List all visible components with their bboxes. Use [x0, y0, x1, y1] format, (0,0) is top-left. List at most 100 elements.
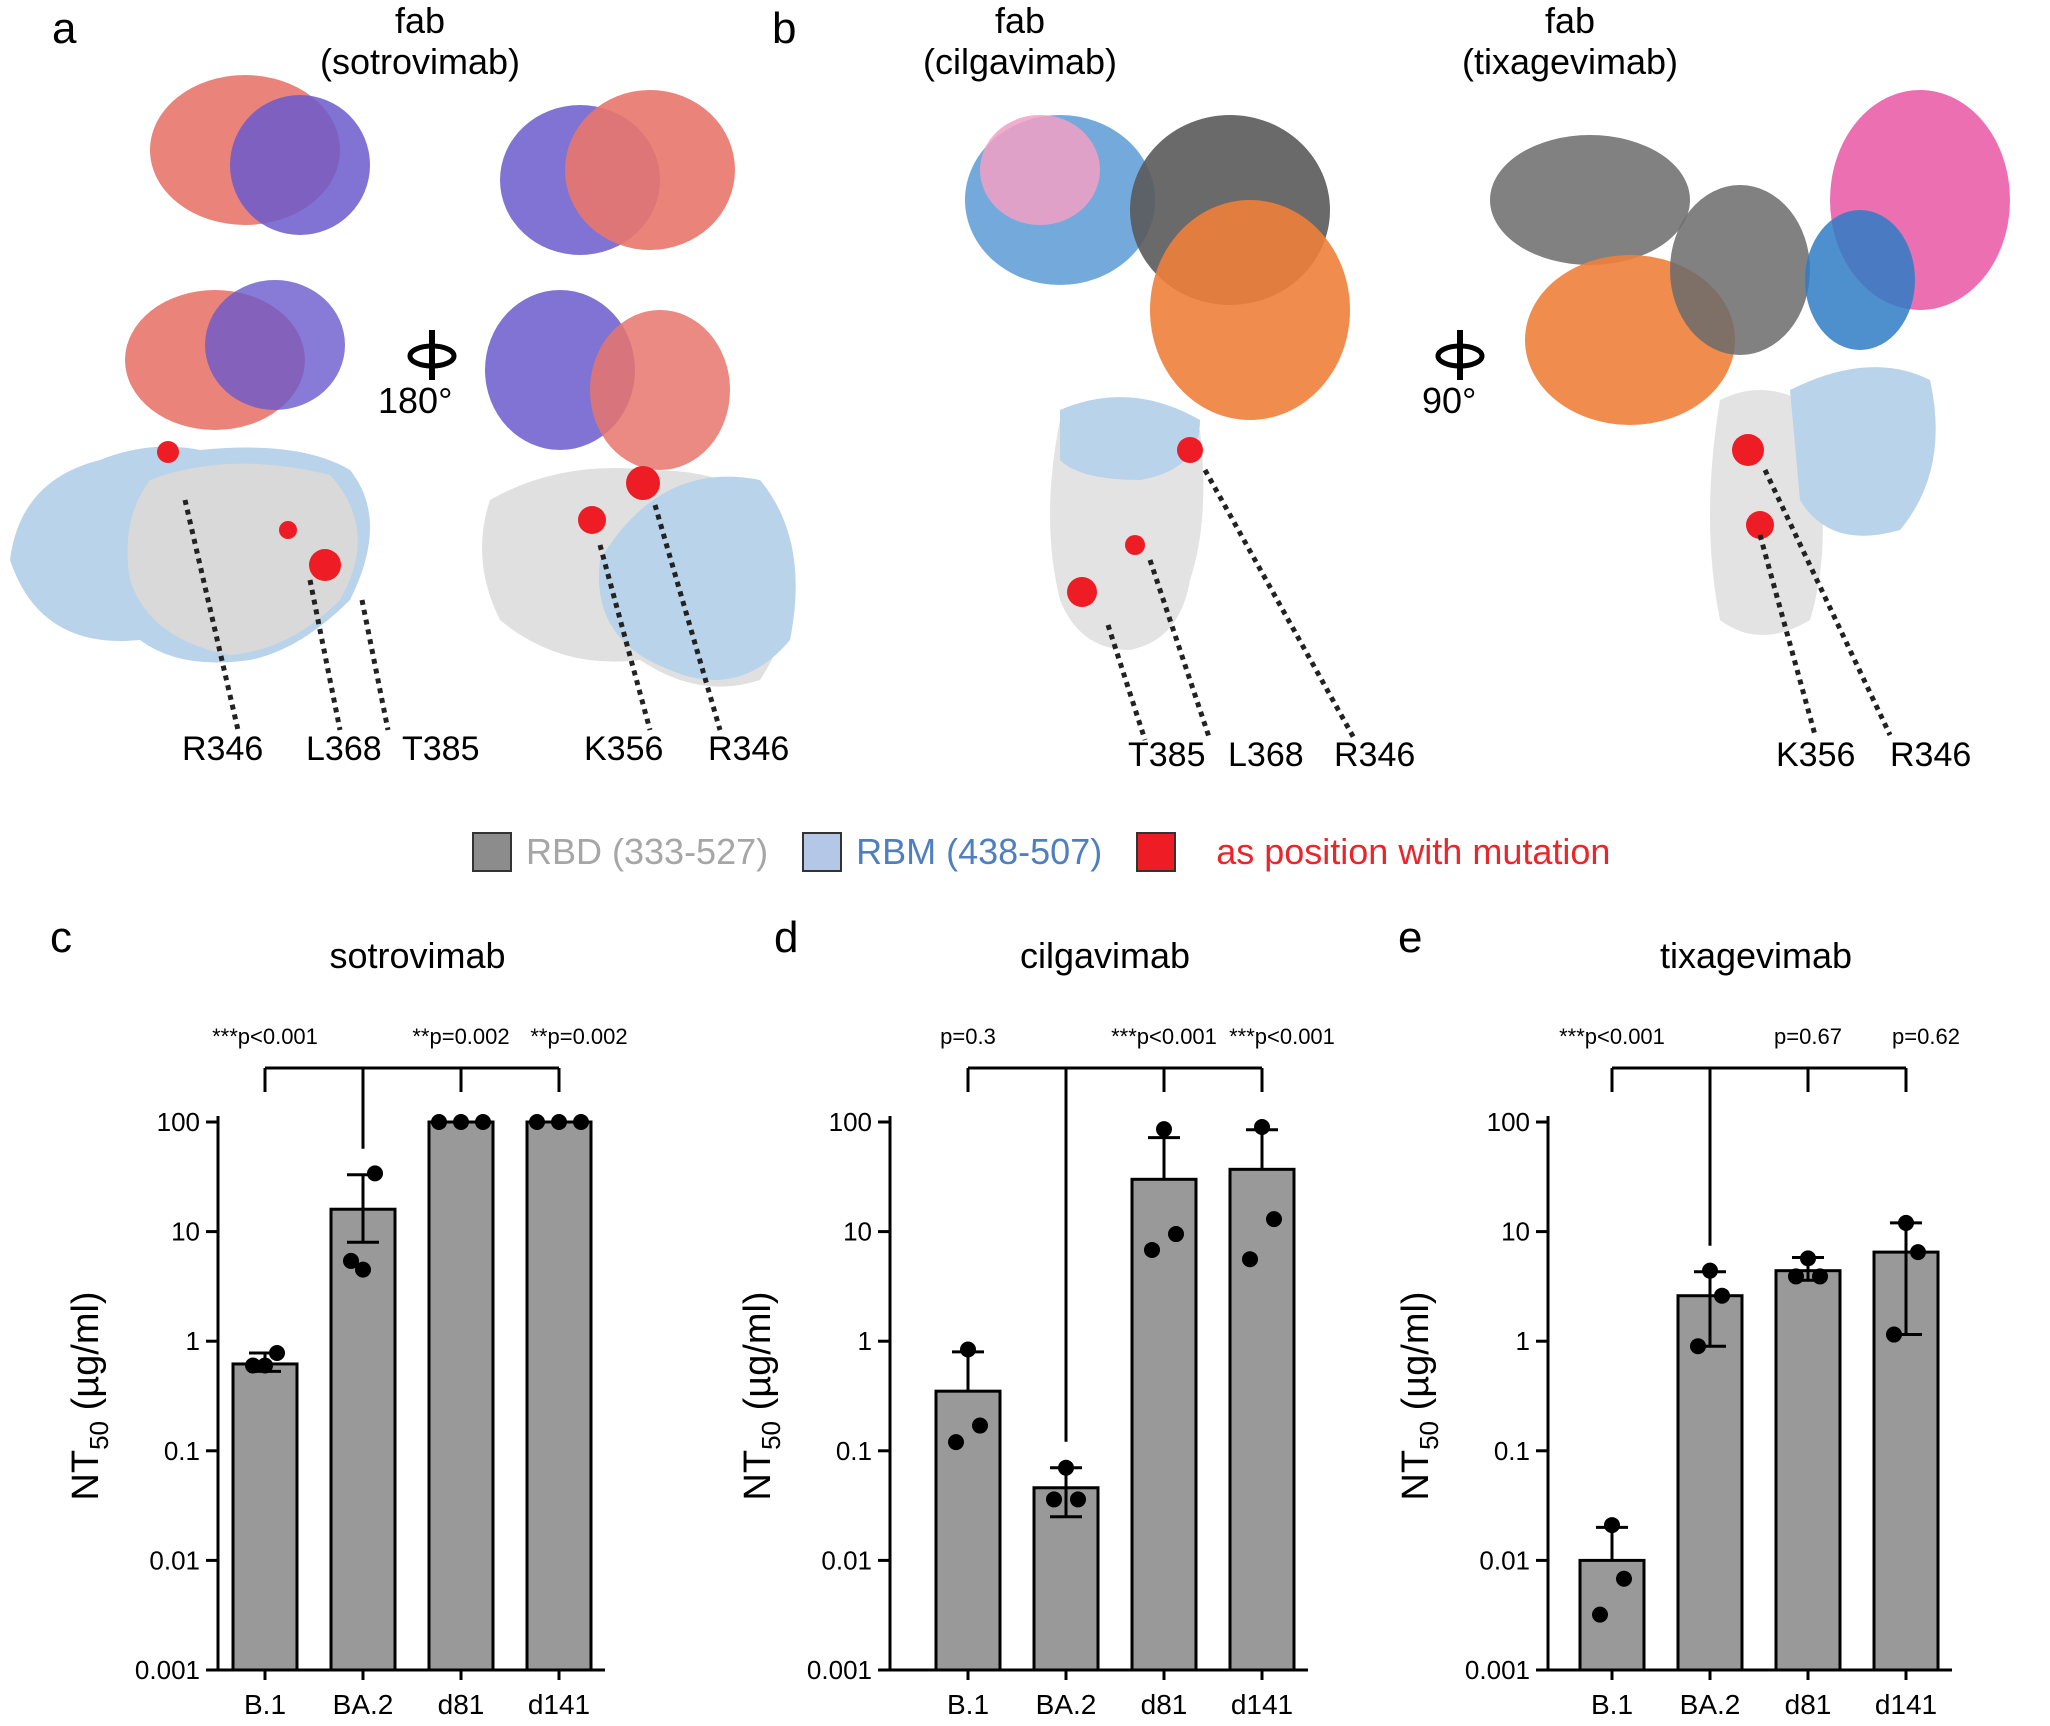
x-tick-label: d141: [528, 1689, 590, 1720]
legend-label: RBD (333-527): [526, 831, 769, 872]
legend-swatch: [802, 832, 843, 872]
x-tick-label: B.1: [1591, 1689, 1633, 1720]
x-tick-label: d81: [438, 1689, 485, 1720]
y-tick-label: 0.1: [1494, 1436, 1530, 1466]
residue-label: K356: [1776, 736, 1856, 774]
data-point: [1800, 1250, 1816, 1267]
x-tick-label: d141: [1875, 1689, 1937, 1720]
y-tick-label: 0.001: [1465, 1655, 1530, 1685]
residue-label: T385: [402, 730, 480, 768]
y-tick-label: 0.01: [821, 1545, 872, 1575]
fab-heavy-chain: [1150, 200, 1350, 420]
residue-label: R346: [182, 730, 264, 768]
x-tick-label: d81: [1141, 1689, 1188, 1720]
mutation-site: [309, 549, 341, 581]
data-point: [529, 1114, 545, 1130]
antibody-label: (tixagevimab): [1461, 41, 1679, 82]
residue-pointer: [1202, 468, 1358, 742]
legend-swatch: [1136, 832, 1177, 872]
mutation-site: [1125, 535, 1145, 555]
rbm-surface: [1790, 367, 1936, 536]
y-tick-label: 0.01: [149, 1545, 200, 1575]
bar: [934, 1389, 1002, 1672]
y-axis-label-main: NT: [65, 1450, 107, 1501]
data-point: [960, 1341, 976, 1358]
bar: [231, 1362, 299, 1672]
structure-illustrations: [10, 75, 2010, 742]
y-axis-label: NT50 (µg/ml): [1395, 1291, 1444, 1500]
residue-label: L368: [1228, 736, 1304, 774]
chart-title: sotrovimab: [329, 935, 505, 976]
data-point: [1616, 1570, 1632, 1587]
mutation-site: [1067, 577, 1097, 607]
x-tick-label: B.1: [244, 1689, 286, 1720]
data-point: [245, 1357, 261, 1374]
legend-item-rbd: RBD (333-527): [472, 831, 768, 873]
y-tick-label: 100: [829, 1107, 872, 1137]
panel-letter-a: a: [52, 4, 77, 53]
mutation-site: [626, 466, 660, 500]
residue-label: R346: [1890, 736, 1972, 774]
sotrovimab-view-right: [482, 90, 796, 731]
y-axis-label: NT50 (µg/ml): [737, 1291, 786, 1500]
chart-d: d cilgavimab 0.001 0.01 0.1 1 10 100 NT50 (µg/ml…: [737, 913, 1335, 1720]
data-point: [1604, 1517, 1620, 1534]
y-axis-label-sub: 50: [1414, 1421, 1444, 1450]
y-axis-label-unit: (µg/ml): [65, 1291, 107, 1421]
y-tick-label: 0.1: [836, 1436, 872, 1466]
fab-chain: [1670, 185, 1810, 355]
mutation-site: [1177, 437, 1203, 463]
x-tick-label: d81: [1785, 1689, 1832, 1720]
sotrovimab-view-left: [10, 75, 391, 731]
data-point: [1266, 1211, 1282, 1228]
rotation-arrow-icon: [407, 330, 457, 380]
y-axis-label: NT50 (µg/ml): [65, 1291, 114, 1500]
residue-pointer: [1757, 534, 1818, 736]
data-point: [355, 1261, 371, 1278]
y-tick-label: 100: [157, 1107, 200, 1137]
residue-pointer: [359, 599, 391, 731]
y-axis-label-sub: 50: [756, 1421, 786, 1450]
y-tick-label: 0.01: [1479, 1545, 1530, 1575]
data-point: [1058, 1459, 1074, 1476]
fab-chain: [980, 115, 1100, 225]
y-tick-label: 100: [1487, 1107, 1530, 1137]
residue-label: L368: [306, 730, 382, 768]
fab-light-chain: [205, 280, 345, 410]
panel-letter-c: c: [50, 913, 72, 962]
y-axis-label-unit: (µg/ml): [1395, 1291, 1437, 1421]
chart-c: c sotrovimab 0.001 0.01 0.1 1 10 100 NT50 (µg/ml…: [50, 913, 628, 1720]
residue-pointer: [1105, 624, 1148, 741]
data-point: [431, 1114, 447, 1130]
fab-title-cilgavimab: fab (cilgavimab): [890, 0, 1150, 82]
data-point: [1156, 1121, 1172, 1138]
p-value-label: **p=0.002: [412, 1024, 509, 1049]
data-point: [1812, 1268, 1828, 1285]
x-tick-label: d141: [1231, 1689, 1293, 1720]
bar: [1774, 1269, 1842, 1672]
residue-label: T385: [1128, 736, 1206, 774]
fab-label: fab: [1544, 0, 1596, 41]
y-axis-label-sub: 50: [84, 1421, 114, 1450]
rbm-surface: [598, 476, 796, 680]
data-point: [1714, 1287, 1730, 1304]
y-tick-label: 0.001: [135, 1655, 200, 1685]
bar: [1578, 1558, 1646, 1672]
rotation-angle: 90°: [1422, 380, 1477, 421]
bar: [1228, 1167, 1296, 1672]
y-tick-label: 10: [171, 1217, 200, 1247]
y-tick-label: 1: [186, 1326, 200, 1356]
rbm-surface: [1060, 397, 1200, 480]
y-axis-label-main: NT: [737, 1450, 779, 1501]
rbd-surface: [127, 463, 358, 655]
y-tick-label: 1: [858, 1326, 872, 1356]
data-point: [367, 1165, 383, 1182]
bar: [1676, 1294, 1744, 1672]
fab-chain: [1490, 135, 1690, 265]
chart-title: tixagevimab: [1660, 935, 1852, 976]
data-point: [343, 1252, 359, 1269]
fab-heavy-chain: [565, 90, 735, 250]
data-point: [453, 1114, 469, 1130]
fab-light-chain: [1805, 210, 1915, 350]
